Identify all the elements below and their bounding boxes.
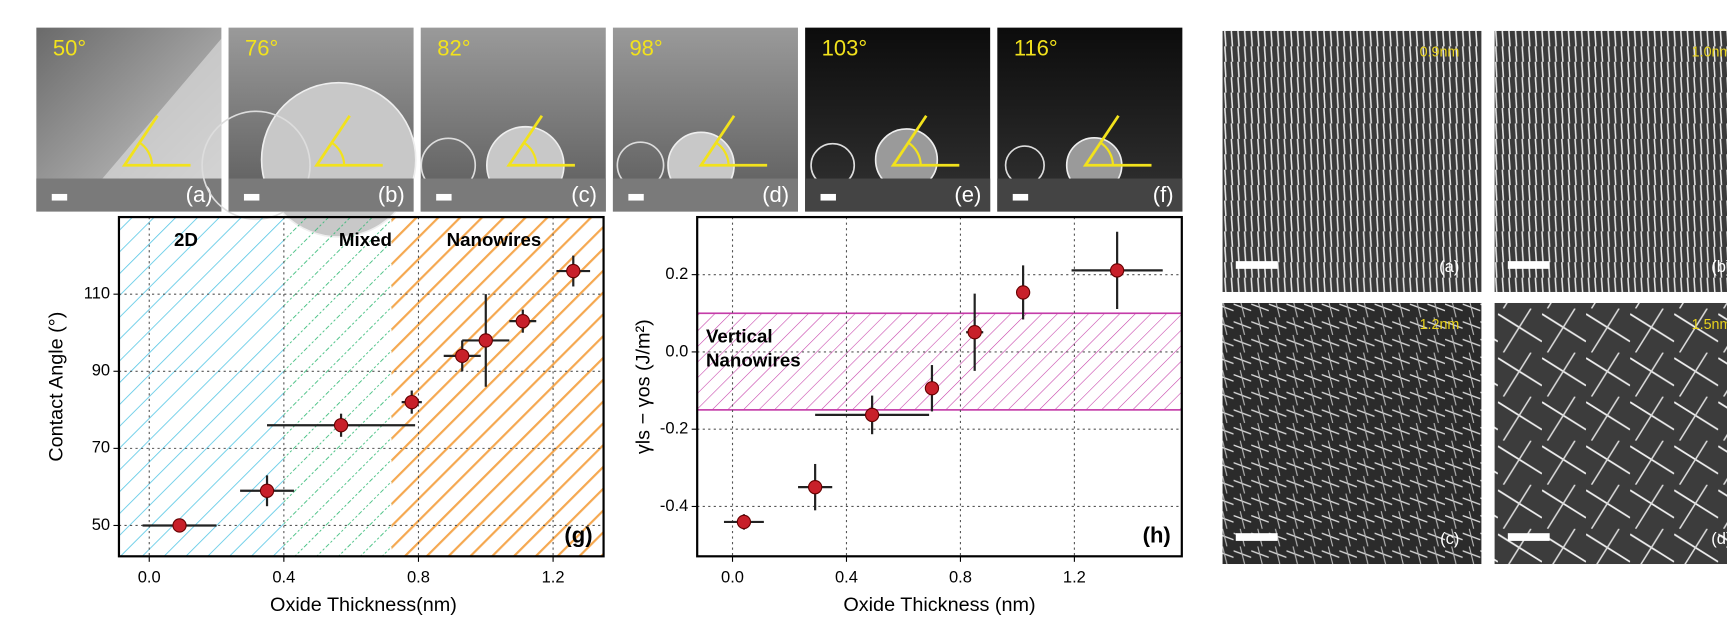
region bbox=[284, 217, 392, 556]
scale-bar bbox=[52, 194, 67, 201]
region bbox=[119, 217, 284, 556]
panel-label: (h) bbox=[1143, 522, 1171, 547]
angle-label: 50° bbox=[53, 35, 86, 60]
panel-label: (b) bbox=[378, 182, 405, 207]
thickness-label: 1.5nm bbox=[1692, 317, 1727, 333]
scale-bar bbox=[1508, 261, 1550, 269]
x-tick-label: 0.0 bbox=[138, 568, 161, 587]
x-tick-label: 1.2 bbox=[542, 568, 565, 587]
x-tick-label: 0.4 bbox=[835, 568, 858, 587]
panel-label: (d) bbox=[1711, 529, 1727, 548]
scale-bar bbox=[1013, 194, 1028, 201]
panel-label: (d) bbox=[762, 182, 789, 207]
y-tick-label: 0.0 bbox=[665, 341, 688, 360]
angle-label: 116° bbox=[1014, 35, 1058, 60]
panel-label: (e) bbox=[954, 182, 981, 207]
droplet bbox=[262, 83, 416, 237]
sem-panel: 98° (d) bbox=[613, 28, 798, 212]
y-tick-label: -0.2 bbox=[660, 419, 688, 438]
page: 50° (a) 76° (b) 82° (c) 98° (d) 103° (e) 116° (f) 0.… bbox=[0, 0, 1727, 628]
scale-bar bbox=[1236, 261, 1278, 269]
scale-bar bbox=[821, 194, 836, 201]
x-axis-label: Oxide Thickness (nm) bbox=[843, 594, 1035, 616]
y-tick-label: 0.2 bbox=[665, 264, 688, 283]
scale-bar bbox=[1236, 533, 1278, 541]
sem-image bbox=[1223, 31, 1482, 292]
y-tick-label: -0.4 bbox=[660, 496, 688, 515]
x-tick-label: 1.2 bbox=[1063, 568, 1086, 587]
scale-bar bbox=[628, 194, 643, 201]
region-label: 2D bbox=[174, 229, 198, 250]
region-label: Nanowires bbox=[447, 229, 542, 250]
panel-label: (c) bbox=[571, 182, 597, 207]
angle-label: 98° bbox=[629, 35, 662, 60]
sem-panel: 50° (a) bbox=[36, 28, 221, 212]
sem-image bbox=[1495, 303, 1727, 564]
data-point bbox=[737, 515, 750, 528]
region-label: Mixed bbox=[339, 229, 392, 250]
figure: 50° (a) 76° (b) 82° (c) 98° (d) 103° (e) 116° (f) 0.… bbox=[0, 0, 1727, 628]
angle-label: 76° bbox=[245, 35, 278, 60]
y-axis-label: Contact Angle (°) bbox=[46, 312, 68, 462]
scale-bar bbox=[244, 194, 259, 201]
data-point bbox=[260, 484, 273, 497]
data-point bbox=[809, 481, 822, 494]
sem-panel: 1.2nm (c) bbox=[1223, 303, 1482, 564]
panel-label: (b) bbox=[1711, 257, 1727, 276]
band-label: Nanowires bbox=[706, 350, 801, 371]
data-point bbox=[925, 382, 938, 395]
x-tick-label: 0.0 bbox=[721, 568, 744, 587]
sem-panel: 103° (e) bbox=[805, 28, 990, 212]
angle-label: 82° bbox=[437, 35, 470, 60]
data-point bbox=[866, 408, 879, 421]
band-label: Vertical bbox=[706, 325, 773, 346]
sem-panel: 0.9nm (a) bbox=[1223, 31, 1482, 292]
thickness-label: 1.0nm bbox=[1692, 45, 1727, 61]
sem-panel: 1.5nm (d) bbox=[1495, 303, 1727, 564]
panel-label: (c) bbox=[1440, 529, 1459, 548]
data-point bbox=[479, 334, 492, 347]
x-tick-label: 0.4 bbox=[272, 568, 295, 587]
y-axis-label: γls − γos (J/m²) bbox=[633, 319, 655, 454]
panel-label: (g) bbox=[564, 522, 592, 547]
data-point bbox=[1111, 264, 1124, 277]
data-point bbox=[405, 396, 418, 409]
x-axis-label: Oxide Thickness(nm) bbox=[270, 594, 457, 616]
thickness-label: 1.2nm bbox=[1420, 317, 1460, 333]
sem-image bbox=[1495, 31, 1727, 292]
scale-bar bbox=[436, 194, 451, 201]
panel-label: (f) bbox=[1153, 182, 1174, 207]
sem-panel: 116° (f) bbox=[997, 28, 1182, 212]
data-point bbox=[968, 326, 981, 339]
thickness-label: 0.9nm bbox=[1420, 45, 1460, 61]
sem-panel: 1.0nm (b) bbox=[1495, 31, 1727, 292]
x-tick-label: 0.8 bbox=[949, 568, 972, 587]
panel-label: (a) bbox=[1439, 257, 1459, 276]
data-point bbox=[567, 264, 580, 277]
data-point bbox=[456, 349, 469, 362]
y-tick-label: 70 bbox=[92, 438, 110, 457]
y-tick-label: 50 bbox=[92, 515, 110, 534]
angle-label: 103° bbox=[822, 35, 868, 60]
data-point bbox=[1017, 286, 1030, 299]
data-point bbox=[334, 419, 347, 432]
scale-bar bbox=[1508, 533, 1550, 541]
sem-panel: 82° (c) bbox=[421, 28, 606, 212]
plot-area bbox=[119, 217, 604, 556]
sem-panel: 76° (b) bbox=[202, 28, 416, 237]
sem-image bbox=[1223, 303, 1482, 564]
y-tick-label: 110 bbox=[84, 284, 110, 303]
x-tick-label: 0.8 bbox=[407, 568, 430, 587]
y-tick-label: 90 bbox=[92, 361, 110, 380]
data-point bbox=[516, 315, 529, 328]
data-point bbox=[173, 519, 186, 532]
panel-label: (a) bbox=[186, 182, 213, 207]
